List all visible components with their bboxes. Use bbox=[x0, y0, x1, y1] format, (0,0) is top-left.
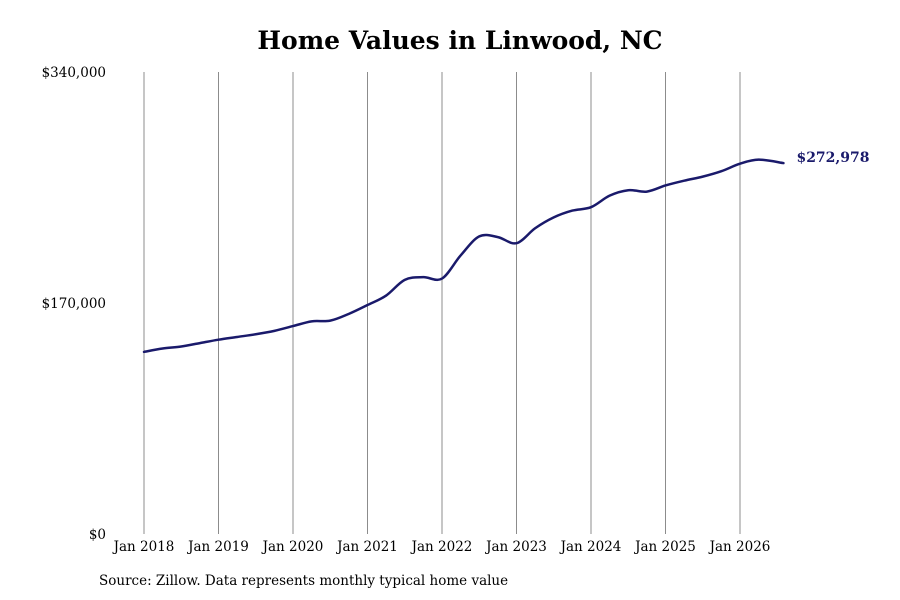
x-tick-label: Jan 2021 bbox=[335, 539, 398, 555]
y-tick-label: $0 bbox=[89, 527, 106, 543]
y-tick-label: $340,000 bbox=[42, 65, 106, 81]
end-value-label: $272,978 bbox=[796, 150, 869, 166]
y-tick-label: $170,000 bbox=[42, 296, 106, 312]
source-note: Source: Zillow. Data represents monthly … bbox=[99, 573, 509, 589]
series-line bbox=[142, 158, 785, 354]
x-tick-label: Jan 2019 bbox=[186, 539, 249, 555]
gridlines bbox=[143, 72, 741, 534]
x-tick-label: Jan 2023 bbox=[484, 539, 547, 555]
x-tick-label: Jan 2025 bbox=[633, 539, 696, 555]
x-tick-label: Jan 2022 bbox=[410, 539, 473, 555]
x-tick-label: Jan 2024 bbox=[559, 539, 622, 555]
y-axis-ticks: $0 $170,000 $340,000 bbox=[42, 65, 106, 543]
end-labels: $272,978 bbox=[796, 150, 869, 166]
x-tick-label: Jan 2026 bbox=[708, 539, 771, 555]
chart-title: Home Values in Linwood, NC bbox=[257, 26, 663, 55]
x-tick-label: Jan 2020 bbox=[261, 539, 324, 555]
series-lines bbox=[142, 158, 785, 354]
x-tick-label: Jan 2018 bbox=[112, 539, 175, 555]
x-axis-ticks: Jan 2018 Jan 2019 Jan 2020 Jan 2021 Jan 2022… bbox=[112, 539, 771, 555]
